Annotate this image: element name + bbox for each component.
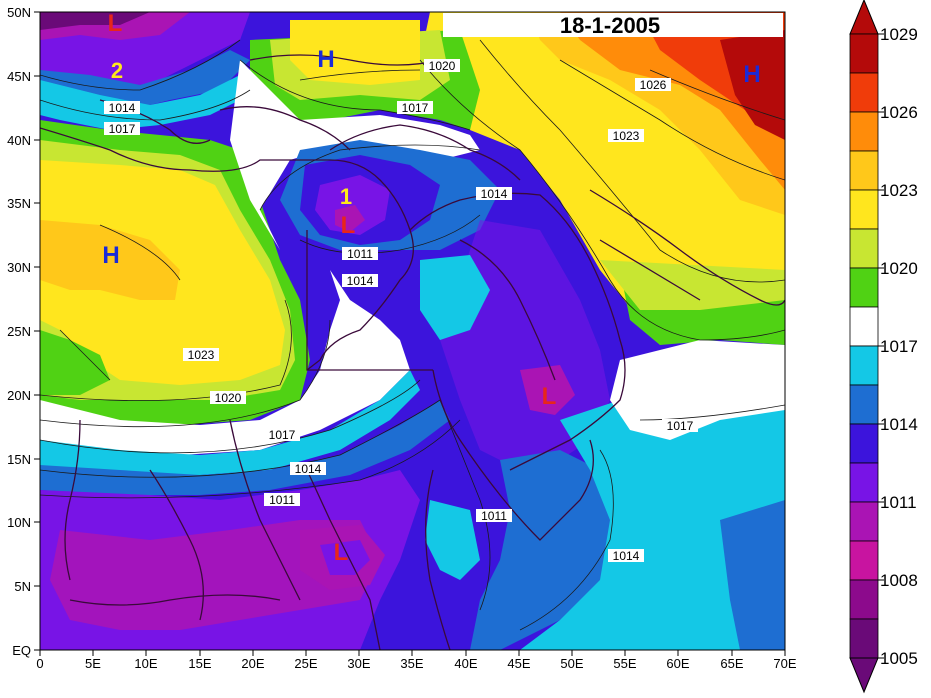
x-tick-label: 45E (507, 656, 530, 671)
colorbar-label: 1029 (880, 25, 918, 44)
x-tick-label: 15E (188, 656, 211, 671)
colorbar-swatch (849, 501, 879, 542)
colorbar-swatch (849, 306, 879, 347)
colorbar-swatch (849, 72, 879, 113)
x-tick-label: 0 (36, 656, 43, 671)
x-tick-label: 25E (294, 656, 317, 671)
contour-labels: 1014 1017 1020 1017 1026 1023 1014 1011 … (104, 59, 698, 563)
contour-label: 1023 (613, 129, 640, 143)
colorbar-swatch (849, 423, 879, 464)
low-number-marker: 1 (340, 184, 352, 209)
y-tick-label: 5N (14, 579, 31, 594)
contour-label: 1023 (188, 348, 215, 362)
colorbar-swatch (849, 345, 879, 386)
x-tick-label: 40E (454, 656, 477, 671)
low-number-marker: 2 (111, 58, 123, 83)
x-tick-label: 65E (720, 656, 743, 671)
isobars (40, 39, 785, 631)
x-tick-label: 70E (773, 656, 796, 671)
colorbar-swatch (849, 189, 879, 230)
colorbar-swatch (849, 540, 879, 581)
y-tick-label: 10N (7, 515, 31, 530)
contour-label: 1020 (215, 391, 242, 405)
colorbar-swatch (849, 33, 879, 74)
colorbar-swatch (849, 267, 879, 308)
title-box (443, 13, 783, 37)
axis-ticks (34, 11, 786, 656)
colorbar-swatch (849, 111, 879, 152)
y-tick-label: 45N (7, 69, 31, 84)
y-axis-labels: EQ 5N 10N 15N 20N 25N 30N 35N 40N 45N 50… (7, 5, 31, 658)
contour-label: 1017 (269, 428, 296, 442)
y-tick-label: 35N (7, 196, 31, 211)
colorbar-swatch (849, 150, 879, 191)
y-tick-label: 50N (7, 5, 31, 20)
y-tick-label: 25N (7, 324, 31, 339)
x-tick-label: 5E (85, 656, 101, 671)
contour-label: 1014 (481, 187, 508, 201)
contour-label: 1011 (269, 493, 295, 507)
colorbar-label: 1011 (880, 493, 917, 512)
colorbar: 1029 1026 1023 1020 1017 1014 1011 1008 … (849, 0, 918, 694)
colorbar-bottom-arrow (849, 657, 879, 694)
colorbar-label: 1008 (880, 571, 918, 590)
colorbar-swatch (849, 462, 879, 503)
x-axis-labels: 0 5E 10E 15E 20E 25E 30E 35E 40E 45E 50E… (36, 656, 797, 671)
colorbar-label: 1017 (880, 337, 918, 356)
low-center-marker: L (108, 10, 123, 37)
contour-label: 1014 (613, 549, 640, 563)
contour-label: 1017 (667, 419, 694, 433)
contour-label: 1014 (347, 274, 374, 288)
contour-label: 1026 (640, 78, 667, 92)
x-tick-label: 20E (241, 656, 264, 671)
contour-label: 1017 (109, 122, 136, 136)
x-tick-label: 10E (134, 656, 157, 671)
high-center-marker: H (102, 242, 119, 269)
y-tick-label: 15N (7, 452, 31, 467)
colorbar-label: 1014 (880, 415, 918, 434)
x-tick-label: 55E (613, 656, 636, 671)
y-tick-label: EQ (12, 643, 31, 658)
contour-label: 1011 (481, 509, 507, 523)
contour-label: 1011 (347, 247, 373, 261)
colorbar-swatch (849, 618, 879, 659)
colorbar-top-arrow (849, 0, 879, 35)
pressure-centers: L 2 H H 1 L L L H (102, 10, 760, 566)
y-tick-label: 30N (7, 260, 31, 275)
colorbar-swatch (849, 228, 879, 269)
x-tick-label: 50E (560, 656, 583, 671)
x-tick-label: 35E (400, 656, 423, 671)
contour-label: 1020 (429, 59, 456, 73)
y-tick-label: 20N (7, 388, 31, 403)
pressure-field (40, 12, 785, 650)
contour-label: 1017 (402, 101, 429, 115)
x-tick-label: 30E (347, 656, 370, 671)
low-center-marker: L (341, 212, 356, 239)
colorbar-label: 1023 (880, 181, 918, 200)
high-center-marker: H (317, 46, 334, 73)
colorbar-label: 1005 (880, 649, 918, 668)
low-center-marker: L (542, 383, 557, 410)
x-tick-label: 60E (666, 656, 689, 671)
contour-label: 1014 (109, 101, 136, 115)
colorbar-label: 1020 (880, 259, 918, 278)
y-tick-label: 40N (7, 133, 31, 148)
colorbar-swatch (849, 384, 879, 425)
coastlines-borders (40, 54, 785, 650)
high-center-marker: H (743, 61, 760, 88)
map-title: 18-1-2005 (560, 13, 660, 38)
colorbar-label: 1026 (880, 103, 918, 122)
low-center-marker: L (334, 539, 349, 566)
colorbar-swatch (849, 579, 879, 620)
contour-label: 1014 (295, 462, 322, 476)
